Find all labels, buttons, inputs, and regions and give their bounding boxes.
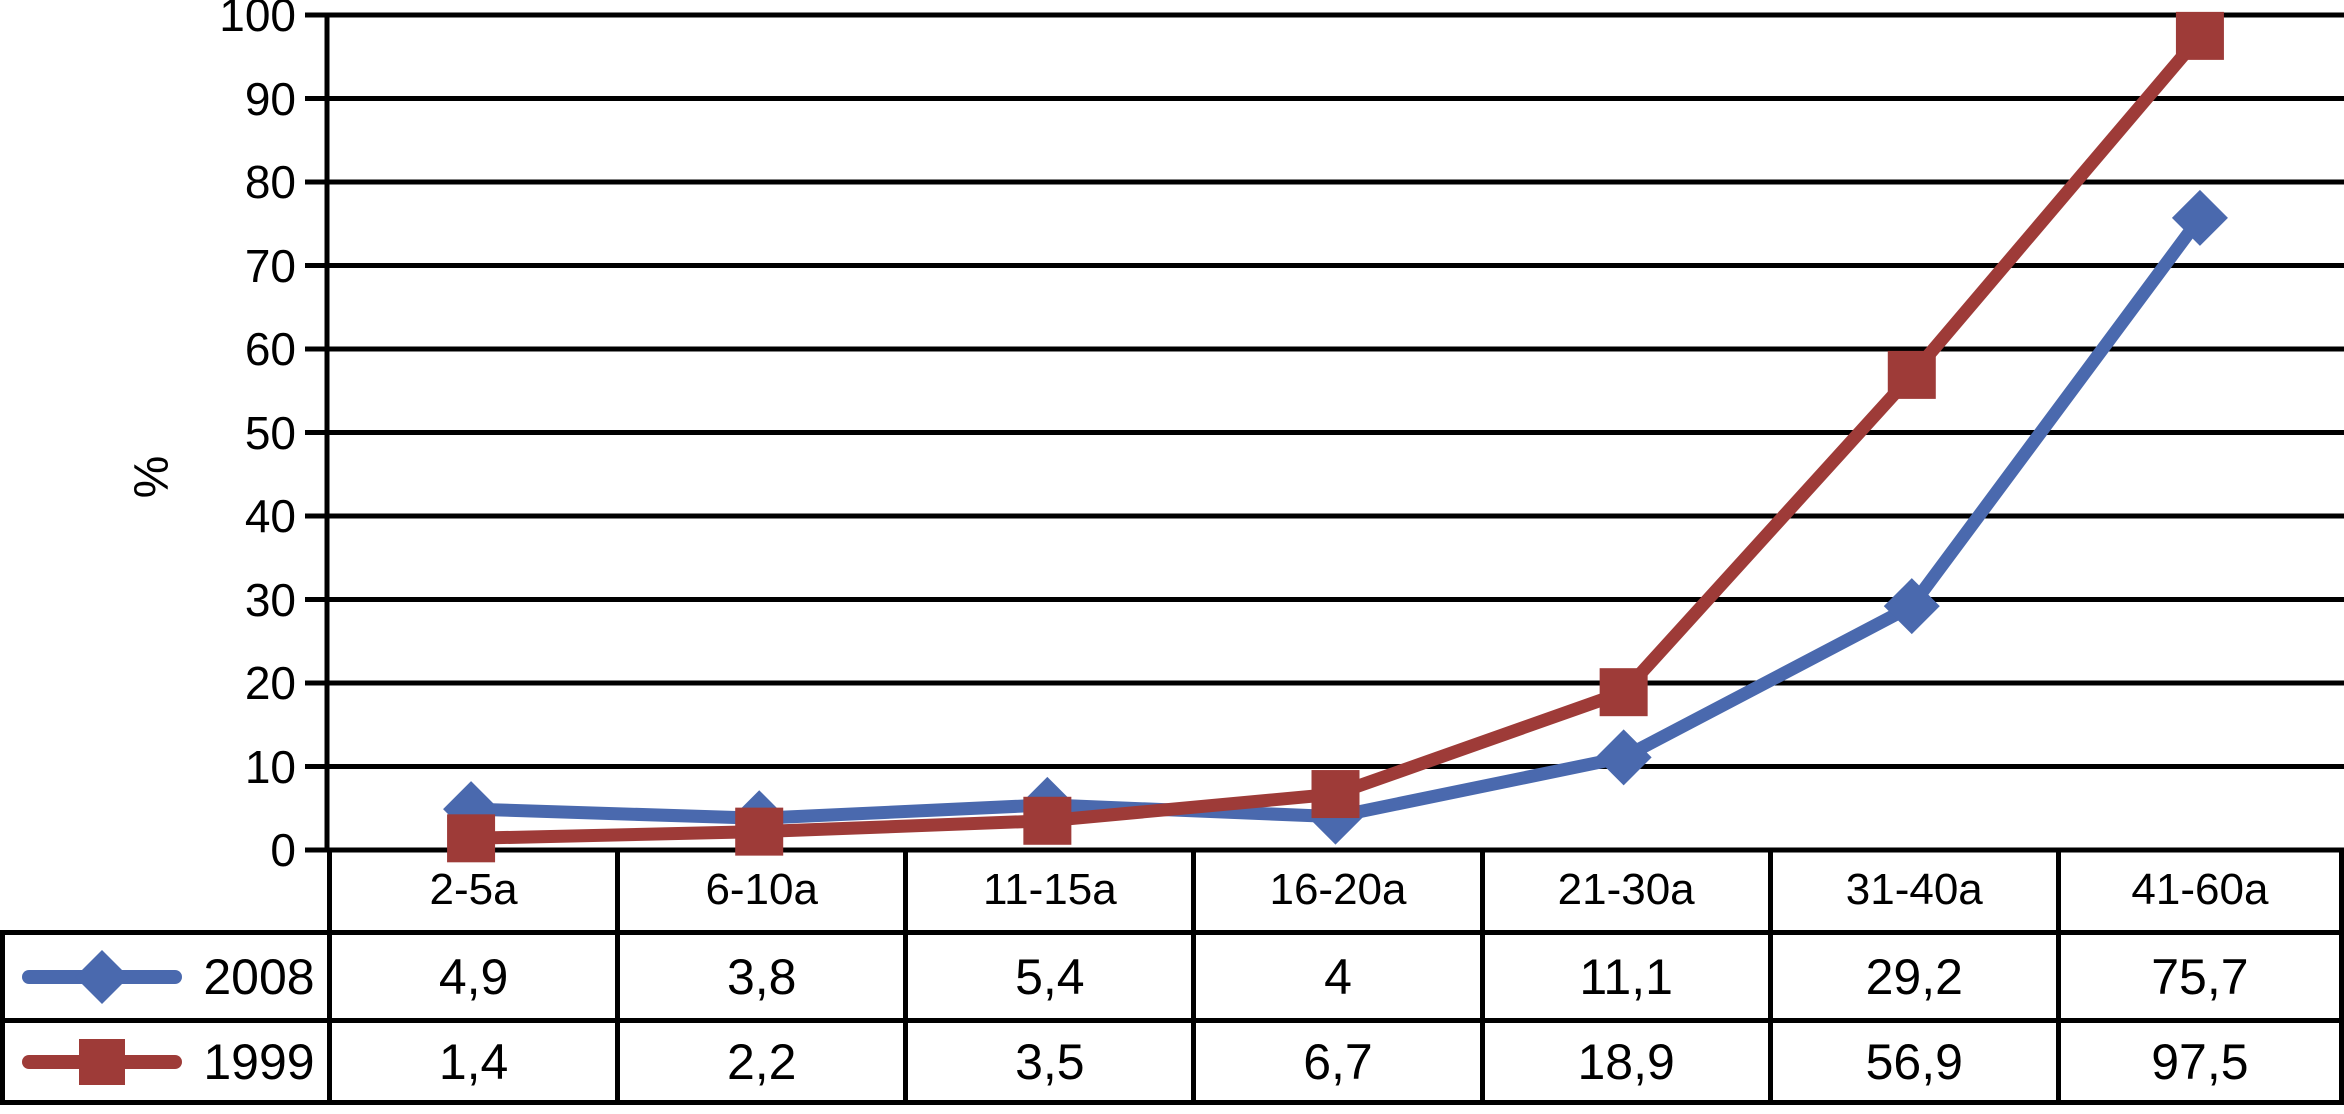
gridlines [305,12,2344,853]
value-1999-6: 56,9 [1767,1018,2056,1105]
y-axis-title: % [126,456,179,499]
category-header-7: 41-60a [2055,850,2344,930]
diamond-marker-2008-4 [1595,729,1652,786]
square-marker-1999-2 [1023,796,1072,845]
y-tick-label-10: 10 [245,741,296,793]
value-2008-1: 4,9 [327,930,616,1018]
value-2008-5: 11,1 [1479,930,1768,1018]
category-header-5: 21-30a [1479,850,1768,930]
category-header-4: 16-20a [1191,850,1479,930]
legend-item-2008: 2008 [0,930,327,1018]
value-2008-4: 4 [1191,930,1480,1018]
y-tick-label-20: 20 [245,657,296,709]
legend-header-spacer [0,850,327,930]
value-2008-2: 3,8 [615,930,904,1018]
data-table: 2-5a 6-10a 11-15a 16-20a 21-30a 31-40a 4… [0,850,2344,1105]
y-tick-label-50: 50 [245,407,296,459]
legend-label-2008: 2008 [203,948,315,1005]
value-1999-1: 1,4 [327,1018,616,1105]
value-1999-5: 18,9 [1479,1018,1768,1105]
y-tick-label-30: 30 [245,574,296,626]
y-tick-label-60: 60 [245,323,296,375]
category-header-1: 2-5a [327,850,615,930]
value-1999-3: 3,5 [903,1018,1192,1105]
diamond-marker-2008-5 [1883,578,1940,635]
value-2008-3: 5,4 [903,930,1192,1018]
y-tick-label-70: 70 [245,240,296,292]
square-marker-1999-4 [1599,668,1648,717]
y-tick-label-0: 0 [270,824,296,876]
y-tick-label-90: 90 [245,73,296,125]
category-header-6: 31-40a [1767,850,2056,930]
legend-item-1999: 1999 [0,1018,327,1105]
y-tick-label-80: 80 [245,156,296,208]
diamond-marker-icon [75,949,130,1004]
value-1999-7: 97,5 [2055,1018,2344,1105]
square-marker-1999-6 [2175,11,2224,60]
square-marker-1999-1 [735,807,784,856]
diamond-marker-2008-6 [2171,189,2228,246]
category-header-2: 6-10a [615,850,903,930]
series-lines [443,11,2228,863]
square-marker-1999-0 [447,814,496,863]
y-tick-label-40: 40 [245,490,296,542]
legend-marker-1999 [22,1038,183,1085]
y-tick-label-100: 100 [219,0,296,41]
series-line-1999 [470,31,2205,845]
value-2008-6: 29,2 [1767,930,2056,1018]
value-1999-4: 6,7 [1191,1018,1480,1105]
legend-label-1999: 1999 [203,1033,315,1090]
value-2008-7: 75,7 [2055,930,2344,1018]
value-1999-2: 2,2 [615,1018,904,1105]
category-header-3: 11-15a [903,850,1191,930]
square-marker-1999-3 [1311,770,1360,819]
square-marker-icon [79,1038,126,1085]
square-marker-1999-5 [1887,350,1936,399]
legend-marker-2008 [22,949,183,1004]
